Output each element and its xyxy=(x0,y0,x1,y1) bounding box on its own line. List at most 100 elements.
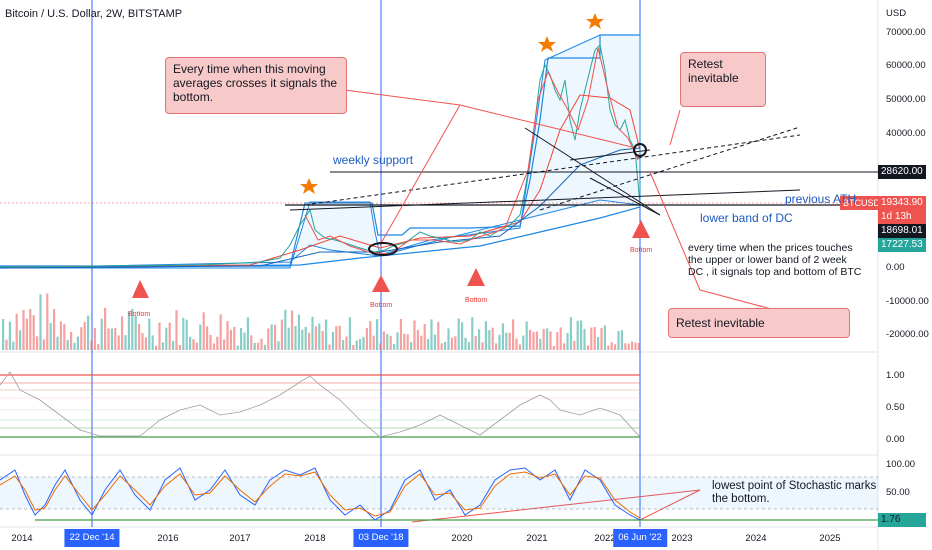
volume-bar xyxy=(546,328,549,350)
volume-bar xyxy=(525,321,528,350)
time-axis-tick: 2021 xyxy=(526,533,548,544)
retest-circle xyxy=(633,143,647,157)
volume-bar xyxy=(175,310,178,350)
volume-bar xyxy=(236,345,239,350)
time-axis-tick: 2025 xyxy=(819,533,841,544)
moving-average-note[interactable]: Every time when this moving averages cro… xyxy=(165,57,347,114)
volume-bar xyxy=(461,322,464,350)
dc-lower-band xyxy=(0,206,641,269)
volume-bar xyxy=(413,320,416,350)
volume-bar xyxy=(182,317,185,350)
bottom-label: Bottom xyxy=(370,302,393,309)
volume-bar xyxy=(362,336,365,350)
volume-bar xyxy=(291,310,294,350)
volume-bar xyxy=(250,335,253,350)
volume-bar xyxy=(549,331,552,350)
volume-bars xyxy=(2,293,640,350)
trend-lines xyxy=(289,126,801,216)
time-axis-tick: 2014 xyxy=(11,533,33,544)
lower-band-label: lower band of DC xyxy=(700,211,793,225)
volume-bar xyxy=(399,318,402,350)
volume-bar xyxy=(342,339,345,350)
volume-bar xyxy=(270,324,273,350)
indicator2-axis-tick: 100.00 xyxy=(886,459,916,470)
price-label-stoch: 1.76 xyxy=(878,513,926,527)
indicator-1-pane xyxy=(0,371,641,438)
price-axis-tick: 70000.00 xyxy=(886,27,926,38)
volume-bar xyxy=(148,318,151,350)
volume-bar xyxy=(355,340,358,350)
volume-bar xyxy=(590,327,593,350)
retest-note-bottom[interactable]: Retest inevitable xyxy=(668,308,850,338)
volume-bar xyxy=(76,336,79,350)
volume-bar xyxy=(90,340,93,350)
volume-bar xyxy=(403,333,406,350)
volume-bar xyxy=(423,324,426,350)
volume-bar xyxy=(59,321,62,350)
stochastic-note: lowest point of Stochastic marks the bot… xyxy=(712,480,877,505)
volume-bar xyxy=(189,336,192,350)
volume-bar xyxy=(25,318,28,350)
volume-bar xyxy=(515,338,518,350)
time-axis-tick: 2016 xyxy=(157,533,179,544)
volume-bar xyxy=(158,322,161,350)
volume-bar xyxy=(138,323,141,350)
volume-bar xyxy=(372,335,375,350)
volume-bar xyxy=(467,342,470,350)
volume-bar xyxy=(457,318,460,350)
retest-note-top[interactable]: Retest inevitable xyxy=(680,52,766,107)
volume-bar xyxy=(223,339,226,350)
volume-bar xyxy=(243,332,246,350)
volume-bar xyxy=(314,326,317,350)
volume-bar xyxy=(410,342,413,350)
volume-bar xyxy=(267,328,270,350)
volume-bar xyxy=(233,326,236,350)
volume-bar xyxy=(39,294,42,350)
volume-bar xyxy=(5,339,8,350)
volume-bar xyxy=(144,337,147,350)
note-connectors xyxy=(344,89,776,523)
volume-bar xyxy=(433,334,436,350)
price-axis-tick: 50000.00 xyxy=(886,94,926,105)
volume-bar xyxy=(226,321,229,350)
volume-bar xyxy=(539,338,542,350)
volume-bar xyxy=(209,334,212,350)
date-badge: 03 Dec '18 xyxy=(353,529,409,547)
volume-bar xyxy=(124,335,127,350)
currency-label: USD xyxy=(886,8,907,19)
symbol-title: Bitcoin / U.S. Dollar, 2W, BITSTAMP xyxy=(5,8,183,20)
price-label-band: 17227.53 xyxy=(878,238,926,252)
volume-bar xyxy=(518,344,521,350)
volume-bar xyxy=(556,332,559,350)
volume-bar xyxy=(495,343,498,350)
volume-bar xyxy=(56,336,59,350)
price-label-resistance: 28620.00 xyxy=(878,165,926,179)
volume-bar xyxy=(614,344,617,350)
volume-bar xyxy=(481,342,484,350)
volume-bar xyxy=(131,308,134,350)
volume-bar xyxy=(19,330,22,350)
volume-bar xyxy=(352,344,355,350)
time-axis-tick: 2017 xyxy=(229,533,251,544)
price-axis-tick: 40000.00 xyxy=(886,128,926,139)
volume-bar xyxy=(454,336,457,350)
volume-bar xyxy=(444,341,447,350)
volume-bar xyxy=(195,342,198,350)
volume-bar xyxy=(328,344,331,350)
volume-bar xyxy=(345,336,348,350)
volume-bar xyxy=(263,344,266,350)
volume-bar xyxy=(202,312,205,350)
volume-bar xyxy=(369,321,372,350)
volume-bar xyxy=(583,328,586,350)
volume-bar xyxy=(100,318,103,350)
volume-bar xyxy=(542,328,545,350)
volume-bar xyxy=(151,335,154,350)
price-axis-tick: -20000.00 xyxy=(886,329,929,340)
volume-bar xyxy=(185,319,188,350)
price-axis-tick: -10000.00 xyxy=(886,296,929,307)
volume-bar xyxy=(396,332,399,350)
volume-bar xyxy=(73,342,76,350)
volume-bar xyxy=(117,335,120,350)
volume-bar xyxy=(420,335,423,350)
volume-bar xyxy=(512,319,515,350)
